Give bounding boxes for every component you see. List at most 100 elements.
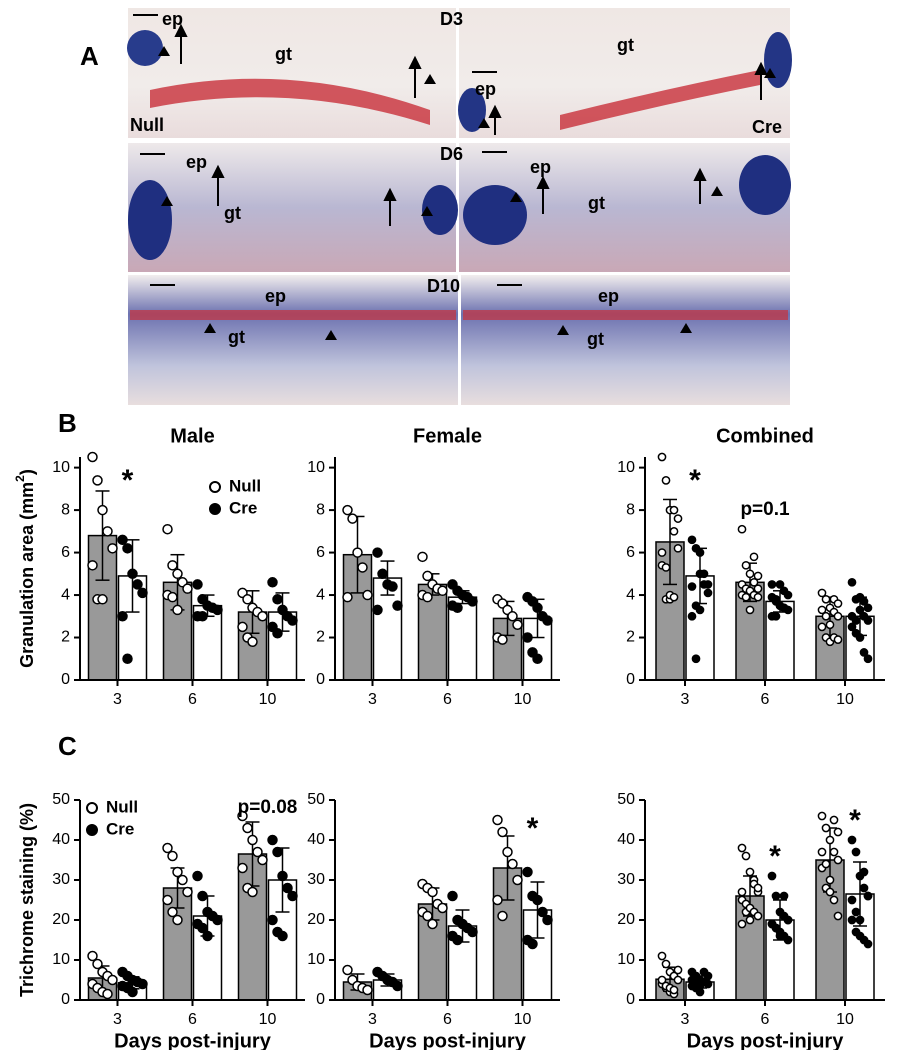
tissue: [463, 185, 527, 245]
data-point: [737, 887, 747, 897]
data-point: [122, 653, 133, 665]
data-point: [833, 635, 843, 644]
legend-label: Cre: [229, 498, 257, 517]
data-point: [783, 935, 793, 945]
data-point: [272, 628, 283, 639]
data-point: [771, 611, 781, 621]
data-point: [342, 591, 353, 603]
data-point: [372, 604, 383, 616]
data-point: [87, 451, 98, 463]
gt-label: gt: [588, 193, 605, 213]
data-point: [107, 543, 118, 554]
data-point: [661, 959, 671, 969]
y-tick-label: 8: [61, 501, 70, 518]
data-point: [512, 874, 523, 886]
data-point: [745, 867, 755, 877]
annotation: p=0.1: [740, 499, 790, 520]
data-point: [247, 834, 258, 846]
data-point: [177, 874, 188, 886]
data-point: [172, 604, 183, 616]
data-point: [467, 596, 478, 607]
data-point: [741, 851, 751, 861]
data-point: [127, 568, 138, 580]
image-d6-null: [128, 143, 456, 272]
tissue: [127, 30, 163, 66]
x-tick-label: 10: [836, 1011, 854, 1028]
tissue: [130, 310, 456, 320]
data-point: [737, 524, 747, 534]
x-tick-label: 6: [188, 691, 197, 708]
y-tick-label: 2: [316, 629, 325, 646]
data-point: [132, 579, 143, 590]
data-point: [497, 910, 508, 922]
y-tick-label: 20: [307, 911, 325, 928]
data-point: [669, 985, 679, 995]
y-tick-label: 20: [52, 911, 70, 928]
data-point: [657, 548, 667, 557]
data-point: [661, 476, 671, 485]
data-point: [779, 603, 789, 613]
data-point: [492, 894, 503, 906]
gt-label: gt: [228, 327, 245, 347]
data-point: [779, 891, 789, 901]
y-tick-label: 10: [52, 459, 70, 476]
y-tick-label: 4: [61, 586, 70, 603]
data-point: [687, 535, 697, 545]
data-point: [863, 654, 873, 664]
data-point: [237, 810, 248, 822]
arrows: [174, 23, 768, 226]
arrowheads: [158, 46, 776, 340]
data-point: [753, 584, 763, 594]
x-tick-label: 3: [113, 1011, 122, 1028]
x-tick-label: 6: [761, 691, 770, 708]
x-axis-label: Days post-injury: [687, 1030, 845, 1050]
data-point: [287, 890, 298, 902]
data-point: [427, 886, 438, 898]
data-point: [507, 858, 518, 870]
annotation: *: [527, 812, 539, 845]
tissue: [422, 185, 458, 235]
y-tick-label: 20: [617, 911, 635, 928]
data-point: [437, 902, 448, 914]
legend-marker: [86, 802, 98, 814]
data-point: [847, 835, 857, 845]
image-d10-null: [128, 275, 458, 405]
data-point: [825, 835, 835, 845]
annotation: p=0.08: [238, 797, 298, 818]
day-label: D3: [440, 9, 463, 29]
data-point: [817, 811, 827, 821]
y-tick-label: 50: [617, 791, 635, 808]
data-point: [745, 605, 755, 615]
data-point: [277, 930, 288, 942]
data-point: [855, 605, 865, 615]
data-point: [202, 930, 213, 942]
data-point: [859, 883, 869, 893]
data-point: [691, 654, 701, 664]
scale-bars: [133, 14, 522, 286]
data-point: [741, 592, 751, 602]
data-point: [162, 842, 173, 854]
data-point: [387, 581, 398, 592]
data-point: [737, 843, 747, 853]
data-point: [137, 978, 148, 990]
data-point: [372, 547, 383, 558]
data-point: [825, 620, 835, 630]
data-point: [492, 814, 503, 826]
chart-title: Male: [170, 425, 214, 447]
tissue: [458, 88, 486, 132]
data-point: [362, 984, 373, 996]
x-tick-label: 3: [113, 691, 122, 708]
data-point: [172, 568, 183, 580]
data-point: [192, 870, 203, 882]
legend-marker: [209, 503, 221, 515]
data-point: [377, 568, 388, 580]
ep-label: ep: [186, 152, 207, 172]
data-point: [821, 823, 831, 833]
data-point: [855, 915, 865, 925]
data-point: [829, 847, 839, 857]
data-point: [847, 915, 857, 925]
data-point: [833, 911, 843, 921]
x-tick-label: 6: [443, 1011, 452, 1028]
data-point: [669, 505, 679, 515]
y-tick-label: 40: [52, 831, 70, 848]
